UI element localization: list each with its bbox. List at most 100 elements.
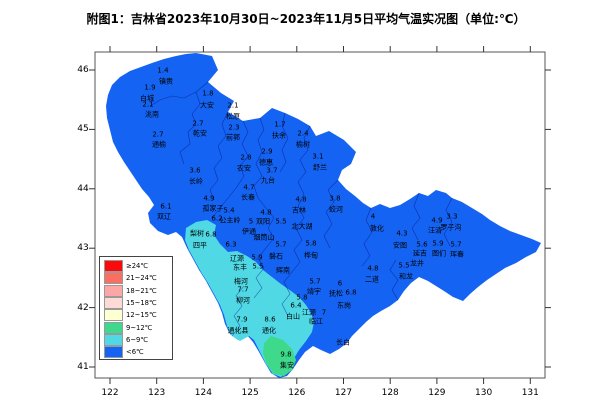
station-name: 梅河 <box>234 277 248 286</box>
station-name: 磐石 <box>269 252 283 261</box>
station-name: 桦甸 <box>304 251 318 260</box>
station-value: 1.9 <box>144 83 156 92</box>
station-value: 5.7 <box>450 240 462 249</box>
station-value: 8.6 <box>264 315 276 324</box>
station-name: 图们 <box>432 249 446 258</box>
station-value: 7.7 <box>237 285 249 294</box>
station-name: 和龙 <box>399 272 413 281</box>
station-name: 汪清 <box>428 226 442 235</box>
station-value: 5.8 <box>296 293 308 302</box>
station-value: 4.9 <box>203 194 215 203</box>
station-name: 松原 <box>226 112 240 121</box>
x-tick-label: 130 <box>475 388 493 398</box>
legend-label: 21~24℃ <box>126 274 157 283</box>
station-value: 7 <box>321 308 327 317</box>
x-tick-label: 124 <box>194 388 212 398</box>
legend-label: 12~15℃ <box>126 311 157 320</box>
station-value: 1.7 <box>274 120 286 129</box>
station-value: 5.5 <box>275 217 287 226</box>
station-name: 白山 <box>286 312 300 321</box>
station-value: 6.8 <box>345 288 357 297</box>
station-name: 舒兰 <box>313 163 327 172</box>
station-value: 4.8 <box>295 195 307 204</box>
x-tick-label: 125 <box>241 388 259 398</box>
legend-row: 9~12℃ <box>104 321 172 334</box>
station-value: 5.9 <box>251 253 263 262</box>
region-9to12 <box>263 336 296 376</box>
station-name: 四平 <box>193 241 207 250</box>
station-name: 珲春 <box>450 250 464 259</box>
station-name: 罗子沟 <box>440 223 462 232</box>
station-name: 德惠 <box>259 158 273 167</box>
station-value: 4.9 <box>431 216 443 225</box>
station-name: 白城 <box>140 94 154 103</box>
station-value: 1.4 <box>157 66 169 75</box>
station-name: 伊通 <box>242 227 256 236</box>
station-name: 吉林 <box>292 206 306 215</box>
station-value: 2.9 <box>261 147 273 156</box>
legend-swatch <box>104 260 123 273</box>
county-borders <box>149 81 453 337</box>
station-name: 长春 <box>241 193 255 202</box>
station-name: 扶余 <box>272 131 286 140</box>
station-value: 4.7 <box>243 183 255 192</box>
station-value: 2.1 <box>142 100 154 109</box>
station-value: 6.8 <box>205 230 217 239</box>
station-value: 5.4 <box>223 206 235 215</box>
legend-swatch <box>104 297 123 310</box>
station-value: 6.4 <box>290 301 302 310</box>
station-name: 北大湖 <box>291 222 313 231</box>
legend-swatch <box>104 321 123 334</box>
station-name: 辉南 <box>276 266 290 275</box>
figure-title: 附图1：吉林省2023年10月30日~2023年11月5日平均气温实况图（单位:… <box>86 12 526 26</box>
x-tick-label: 128 <box>381 388 399 398</box>
legend-swatch <box>104 284 123 297</box>
legend-row: 6~9℃ <box>104 333 172 346</box>
station-name: 烟筒山 <box>253 233 275 242</box>
station-value: 5.9 <box>432 239 444 248</box>
y-tick-label: 41 <box>77 362 89 372</box>
station-name: 长岭 <box>189 177 203 186</box>
station-value: 3.1 <box>312 152 324 161</box>
station-value: 7.9 <box>236 315 248 324</box>
station-name: 前郭 <box>226 133 240 142</box>
station-name: 龙井 <box>410 259 424 268</box>
station-value: 9.8 <box>280 350 292 359</box>
station-value: 5.6 <box>416 240 428 249</box>
station-name: 集安 <box>280 361 294 370</box>
station-name: 梨树 <box>190 229 204 238</box>
station-name: 公主岭 <box>219 216 241 225</box>
legend-row: 21~24℃ <box>104 272 172 285</box>
station-name: 双辽 <box>157 212 171 221</box>
station-name: 抚松 <box>329 289 343 298</box>
x-tick-label: 126 <box>288 388 306 398</box>
station-name: 二道 <box>365 275 379 284</box>
station-name: 靖宇 <box>307 287 321 296</box>
station-name: 江源 <box>302 308 316 317</box>
station-name: 乾安 <box>193 129 207 138</box>
station-value: 2.3 <box>228 123 240 132</box>
legend-row: <6℃ <box>104 346 172 359</box>
station-name: 安图 <box>393 241 407 250</box>
station-name: 农安 <box>237 164 251 173</box>
region-6to9 <box>185 220 314 377</box>
station-value: 5.5 <box>398 261 410 270</box>
station-value: 5.7 <box>275 240 287 249</box>
station-value: 2.8 <box>240 153 252 162</box>
station-value: 6 <box>337 279 343 288</box>
station-name: 通化 <box>262 326 276 335</box>
legend-row: 18~21℃ <box>104 284 172 297</box>
station-name: 东岗 <box>337 301 351 310</box>
station-name: 辽源 <box>230 254 244 263</box>
station-value: 4.8 <box>260 208 272 217</box>
x-tick-label: 123 <box>148 388 166 398</box>
station-name: 双阳 <box>256 217 270 226</box>
legend-row: 12~15℃ <box>104 309 172 322</box>
station-value: 6.3 <box>225 240 237 249</box>
region-below6 <box>106 53 541 378</box>
station-value: 4.8 <box>367 264 379 273</box>
y-tick-label: 43 <box>77 243 89 254</box>
legend-label: 6~9℃ <box>126 335 148 344</box>
